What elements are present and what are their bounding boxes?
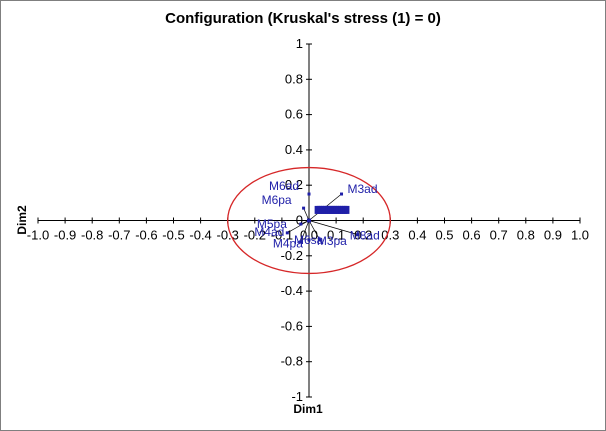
x-tick-label: -0.8	[81, 228, 103, 243]
data-point	[302, 206, 306, 210]
vector-line	[287, 220, 310, 234]
data-point	[356, 233, 360, 237]
y-tick-label: 0.4	[285, 142, 303, 157]
data-point	[299, 222, 303, 226]
y-tick-label: -1	[291, 389, 303, 404]
data-point	[285, 231, 289, 235]
point-label: M6sa	[294, 233, 324, 247]
y-tick-label: 1	[296, 36, 303, 51]
point-label: M5pa	[257, 217, 287, 231]
point-label: M6pa	[262, 193, 292, 207]
x-tick-label: 0.8	[517, 228, 535, 243]
x-tick-label: 0.7	[490, 228, 508, 243]
cluster-point	[344, 205, 350, 214]
data-point	[307, 238, 311, 242]
x-axis-label: Dim1	[293, 402, 323, 416]
y-tick-label: 0.6	[285, 107, 303, 122]
correlation-circle	[227, 166, 391, 275]
x-tick-label: 0.2	[354, 228, 372, 243]
y-tick-label: -0.6	[281, 318, 303, 333]
vector-line	[300, 220, 310, 242]
vector-line	[308, 220, 321, 241]
origin-point	[307, 218, 311, 223]
x-tick-label: 0.5	[435, 228, 453, 243]
data-point	[318, 238, 322, 242]
x-tick-label: -0.9	[54, 228, 76, 243]
y-tick-label: -0.8	[281, 354, 303, 369]
point-label: M6ad	[269, 179, 299, 193]
x-tick-label: -0.2	[244, 228, 266, 243]
data-point	[307, 192, 311, 196]
point-label: M4pa	[273, 237, 303, 251]
x-tick-label: 0.4	[408, 228, 426, 243]
point-label: M3pa	[317, 234, 347, 248]
data-point	[299, 240, 303, 244]
x-tick-label: -0.1	[271, 228, 293, 243]
y-tick-label: 0.8	[285, 71, 303, 86]
x-tick-label: 0.1	[327, 228, 345, 243]
chart-title: Configuration (Kruskal's stress (1) = 0)	[165, 10, 441, 27]
x-tick-label: 1.0	[571, 228, 589, 243]
point-label: M4ad	[254, 225, 284, 239]
vector-line	[308, 220, 358, 235]
x-tick-label: -0.5	[162, 228, 184, 243]
y-tick-label: -0.2	[281, 248, 303, 263]
point-label: M3ad	[348, 182, 378, 196]
x-tick-label: -0.6	[135, 228, 157, 243]
y-axis-label: Dim2	[15, 205, 29, 235]
point-label: M8ad	[350, 229, 380, 243]
y-tick-label: 0	[296, 213, 303, 228]
x-tick-label: 0.9	[544, 228, 562, 243]
y-tick-label: 0.2	[285, 177, 303, 192]
y-tick-label: -0.4	[281, 283, 303, 298]
x-tick-label: 0.6	[463, 228, 481, 243]
x-tick-label: -0.3	[216, 228, 238, 243]
x-tick-label: -0.4	[189, 228, 211, 243]
x-tick-label: -1.0	[27, 228, 49, 243]
vector-line	[303, 208, 310, 221]
data-point	[340, 192, 344, 196]
x-tick-label: -0.7	[108, 228, 130, 243]
